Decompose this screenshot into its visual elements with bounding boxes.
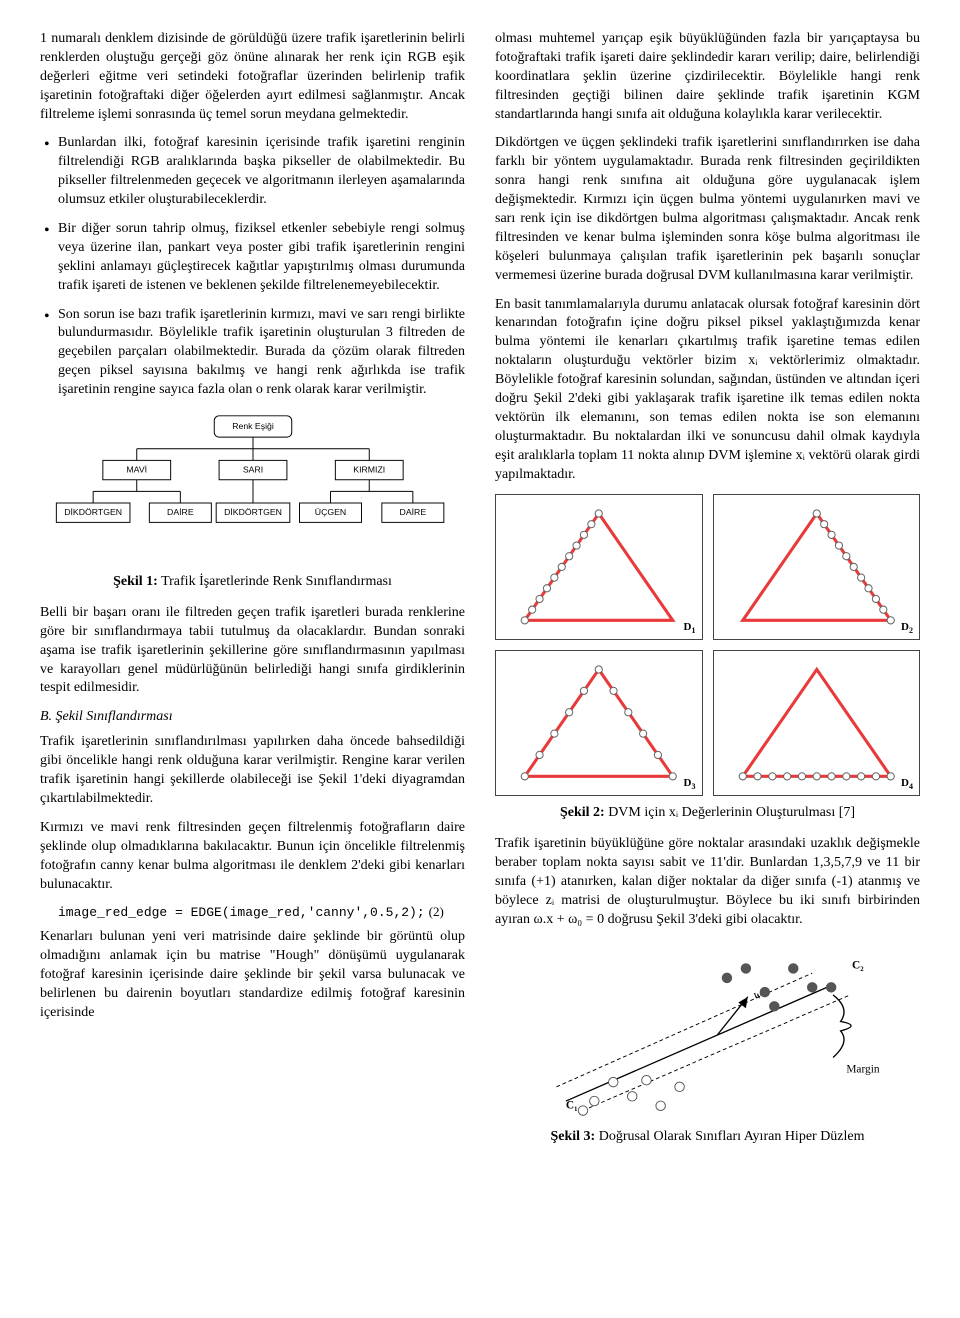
left-column: 1 numaralı denklem dizisinde de görüldüğ… (40, 30, 465, 1158)
bullet-3: Son sorun ise bazı trafik işaretlerinin … (40, 306, 465, 400)
figure-3-caption: Şekil 3: Doğrusal Olarak Sınıfları Ayıra… (495, 1128, 920, 1147)
triangle-panel-d4: D4 (713, 650, 921, 796)
left-para-3: Trafik işaretlerinin sınıflandırılması y… (40, 733, 465, 809)
left-para-2: Belli bir başarı oranı ile filtreden geç… (40, 604, 465, 698)
left-para-5: Kenarları bulunan yeni veri matrisinde d… (40, 928, 465, 1022)
figure-1-tree-diagram: Renk Eşiği MAVİ SARI KIRMIZI (40, 410, 465, 565)
bullet-1: Bunlardan ilki, fotoğraf karesinin içeri… (40, 134, 465, 210)
svg-text:Margin: Margin (846, 1063, 880, 1075)
figure-2-caption: Şekil 2: DVM için xᵢ Değerlerinin Oluştu… (495, 804, 920, 823)
right-para-1: olması muhtemel yarıçap eşik büyüklüğünd… (495, 30, 920, 124)
svg-text:C₂: C₂ (852, 959, 864, 971)
right-para-4: Trafik işaretinin büyüklüğüne göre nokta… (495, 835, 920, 929)
figure-3-hyperplane: w Margin C₁ C₂ (495, 940, 920, 1120)
svg-text:ÜÇGEN: ÜÇGEN (314, 507, 345, 517)
equation-2-code: image_red_edge = EDGE(image_red,'canny',… (58, 904, 465, 920)
figure-1-caption: Şekil 1: Trafik İşaretlerinde Renk Sınıf… (40, 573, 465, 592)
svg-text:SARI: SARI (242, 464, 262, 474)
bullet-list: Bunlardan ilki, fotoğraf karesinin içeri… (40, 134, 465, 400)
svg-text:Renk Eşiği: Renk Eşiği (232, 421, 274, 431)
figure-2-triangle-grid: D1 D2 D3 (495, 494, 920, 796)
right-column: olması muhtemel yarıçap eşik büyüklüğünd… (495, 30, 920, 1158)
svg-text:KIRMIZI: KIRMIZI (353, 464, 385, 474)
svg-text:DAİRE: DAİRE (399, 507, 426, 517)
bullet-2: Bir diğer sorun tahrip olmuş, fiziksel e… (40, 220, 465, 296)
triangle-panel-d3: D3 (495, 650, 703, 796)
triangle-panel-d2: D2 (713, 494, 921, 640)
svg-text:DAİRE: DAİRE (167, 507, 194, 517)
right-para-3: En basit tanımlamalarıyla durumu anlatac… (495, 296, 920, 485)
triangle-panel-d1: D1 (495, 494, 703, 640)
svg-text:DİKDÖRTGEN: DİKDÖRTGEN (64, 507, 122, 517)
section-b-title: B. Şekil Sınıflandırması (40, 708, 465, 727)
left-para-1: 1 numaralı denklem dizisinde de görüldüğ… (40, 30, 465, 124)
svg-text:DİKDÖRTGEN: DİKDÖRTGEN (224, 507, 282, 517)
svg-text:MAVİ: MAVİ (126, 464, 147, 474)
svg-text:C₁: C₁ (565, 1099, 577, 1111)
right-para-2: Dikdörtgen ve üçgen şeklindeki trafik iş… (495, 134, 920, 285)
left-para-4: Kırmızı ve mavi renk filtresinden geçen … (40, 819, 465, 895)
